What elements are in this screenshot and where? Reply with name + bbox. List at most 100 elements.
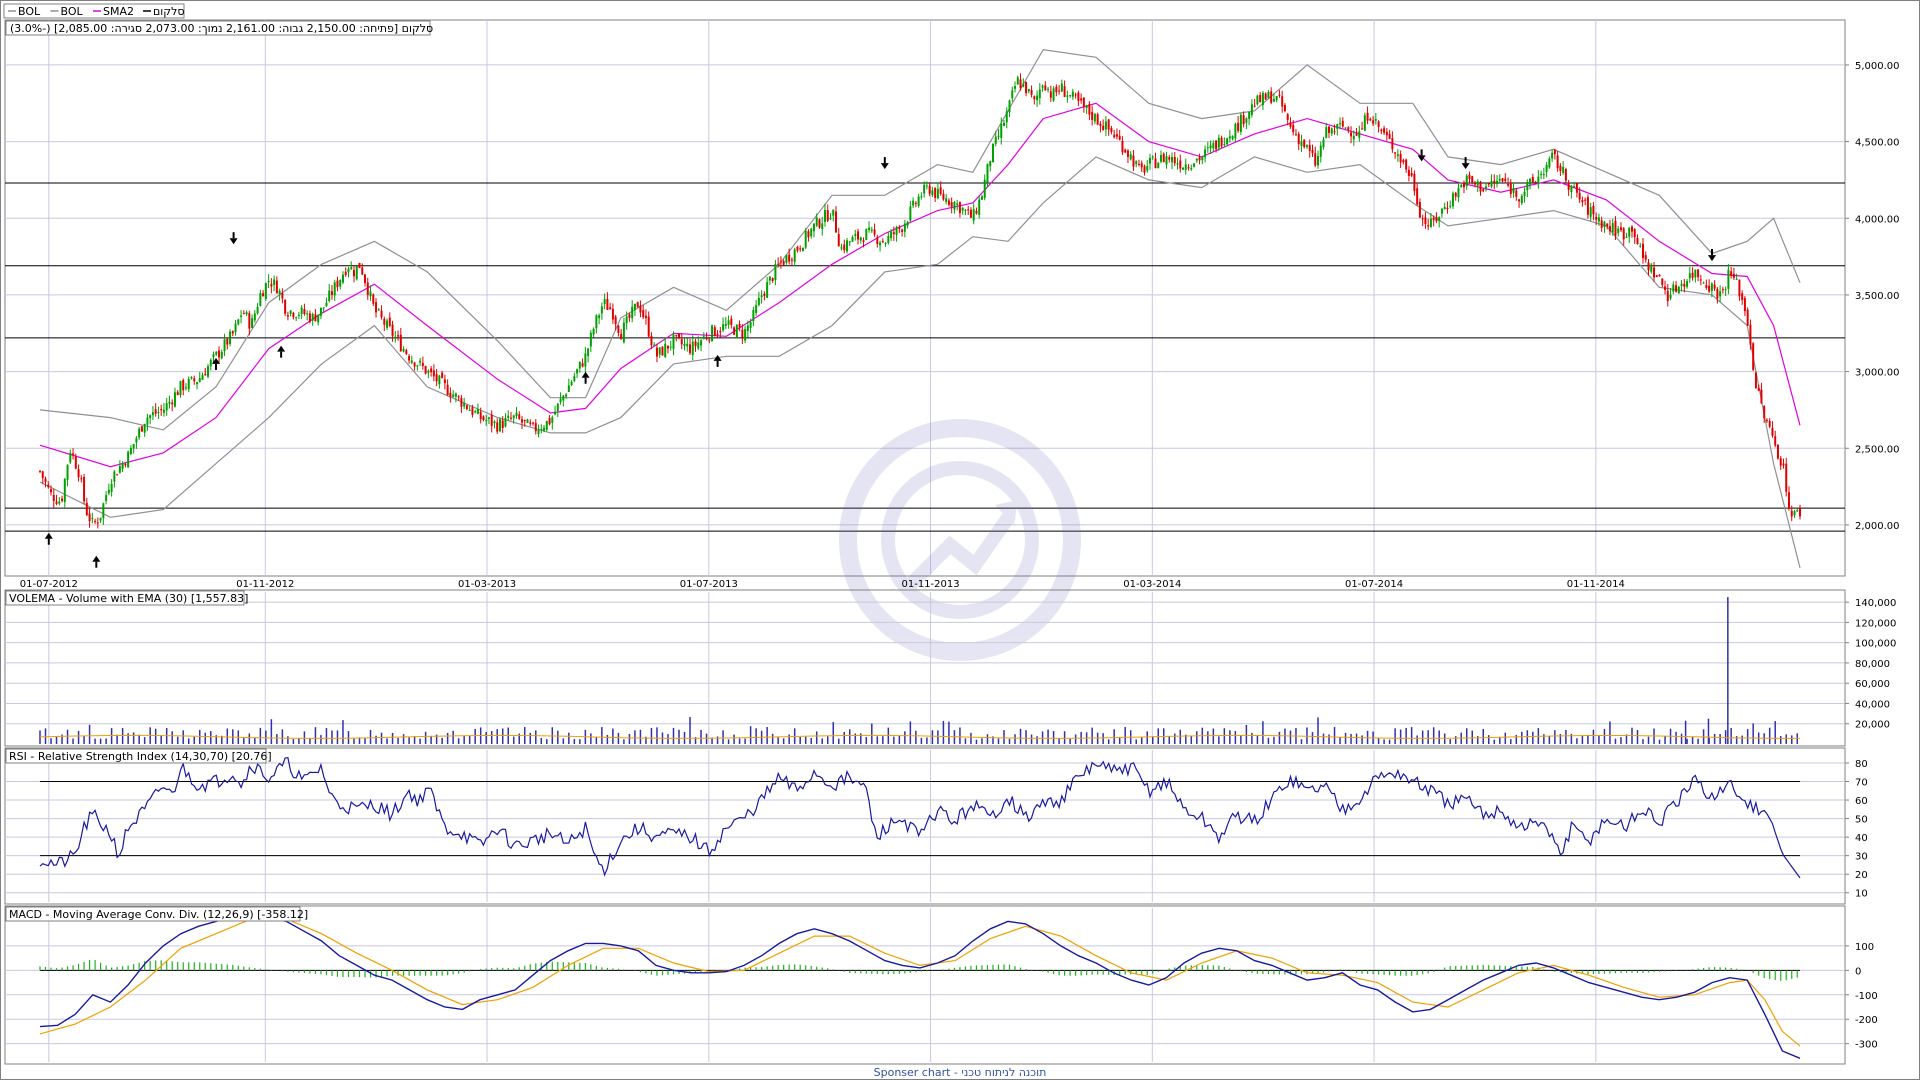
candle-body [1642, 243, 1645, 259]
candle-body [686, 343, 689, 347]
candle-body [1440, 208, 1443, 214]
volume-tick-label: 120,000 [1855, 618, 1896, 629]
candle-body [983, 179, 986, 198]
candle-body [204, 373, 207, 376]
candle-body [633, 303, 636, 310]
candle-body [782, 261, 785, 265]
candle-body [895, 226, 898, 235]
candle-body [1201, 156, 1204, 161]
candle-body [1286, 114, 1289, 120]
legend: BOL BOL SMA2 סלקום [3, 3, 185, 19]
candle-body [625, 316, 628, 324]
candle-body [408, 355, 411, 361]
rsi-tick-label: 70 [1855, 778, 1868, 789]
candle-body [303, 309, 306, 315]
candle-body [961, 207, 964, 211]
candle-body [735, 324, 738, 338]
candle-body [1454, 192, 1457, 197]
candle-body [1787, 492, 1790, 509]
candle-body [364, 274, 367, 283]
candle-body [1388, 134, 1391, 139]
candle-body [157, 412, 160, 414]
candle-body [314, 314, 317, 322]
candle-body [1350, 132, 1353, 137]
candle-body [1476, 181, 1479, 186]
candle-body [1776, 445, 1779, 459]
volema-title: VOLEMA - Volume with EMA (30) [1,557.83] [9, 592, 248, 605]
candle-body [788, 254, 791, 262]
candle-body [1669, 294, 1672, 299]
candle-body [661, 346, 664, 356]
rsi-grid [5, 750, 1845, 902]
candle-body [1363, 115, 1366, 131]
candle-body [1228, 136, 1231, 139]
candle-body [1308, 144, 1311, 151]
macd-tick-label: -100 [1855, 991, 1878, 1002]
candle-body [719, 331, 722, 333]
buy-arrow [92, 555, 101, 562]
candle-body [328, 290, 331, 301]
volume-tick-label: 80,000 [1855, 659, 1890, 670]
candle-body [1151, 156, 1154, 158]
candle-body [1570, 186, 1573, 193]
candle-body [972, 209, 975, 221]
candle-body [887, 235, 890, 243]
candle-body [1391, 138, 1394, 150]
candle-body [1198, 157, 1201, 161]
candle-body [1399, 153, 1402, 163]
candle-body [1154, 158, 1157, 169]
candle-body [1730, 271, 1733, 276]
candle-body [402, 348, 405, 352]
candle-body [215, 351, 218, 355]
candle-body [195, 382, 198, 385]
candle-body [1435, 217, 1438, 222]
candle-body [1135, 161, 1138, 165]
candle-body [168, 401, 171, 404]
candle-body [1027, 89, 1030, 92]
candle-body [694, 341, 697, 347]
candle-body [1763, 406, 1766, 419]
candle-body [1438, 216, 1441, 222]
candle-body [262, 293, 265, 297]
candle-body [69, 452, 72, 463]
candle-body [1614, 220, 1617, 236]
volume-tick-label: 100,000 [1855, 639, 1896, 650]
legend-label: SMA2 [103, 5, 134, 18]
candle-body [923, 184, 926, 194]
candle-body [410, 360, 413, 363]
bollinger-lower [39, 156, 1801, 569]
candle-body [936, 189, 939, 199]
price-panel: 5,000.00 4,500.00 4,000.00 3,500.00 3,000.00… [4, 19, 1900, 661]
candle-body [350, 267, 353, 270]
candle-body [658, 347, 661, 355]
rsi-panel-frame [4, 747, 1846, 905]
candle-body [1126, 150, 1129, 157]
candle-body [815, 217, 818, 226]
date-tick-label: 01-11-2013 [901, 579, 959, 590]
rsi-tick-label: 40 [1855, 833, 1868, 844]
candle-body [1311, 149, 1314, 154]
candle-body [903, 223, 906, 232]
buy-arrow [581, 371, 590, 378]
candle-body [600, 306, 603, 314]
candle-body [259, 293, 262, 306]
candle-body [967, 209, 970, 211]
candles [39, 73, 1801, 529]
candle-body [1664, 286, 1667, 290]
price-tick-label: 2,000.00 [1855, 521, 1900, 532]
signal-arrows [44, 149, 1716, 568]
candle-body [1749, 324, 1752, 345]
candle-body [1300, 141, 1303, 146]
date-tick-label: 01-07-2014 [1345, 579, 1403, 590]
candle-body [399, 334, 402, 352]
candle-body [286, 315, 289, 317]
candle-body [964, 209, 967, 211]
candle-body [1036, 95, 1039, 101]
candle-body [1278, 94, 1281, 96]
candle-body [1501, 178, 1504, 182]
candle-body [534, 422, 537, 432]
candle-body [118, 466, 121, 473]
candle-body [1548, 158, 1551, 168]
candle-body [868, 227, 871, 231]
candle-body [705, 338, 708, 340]
